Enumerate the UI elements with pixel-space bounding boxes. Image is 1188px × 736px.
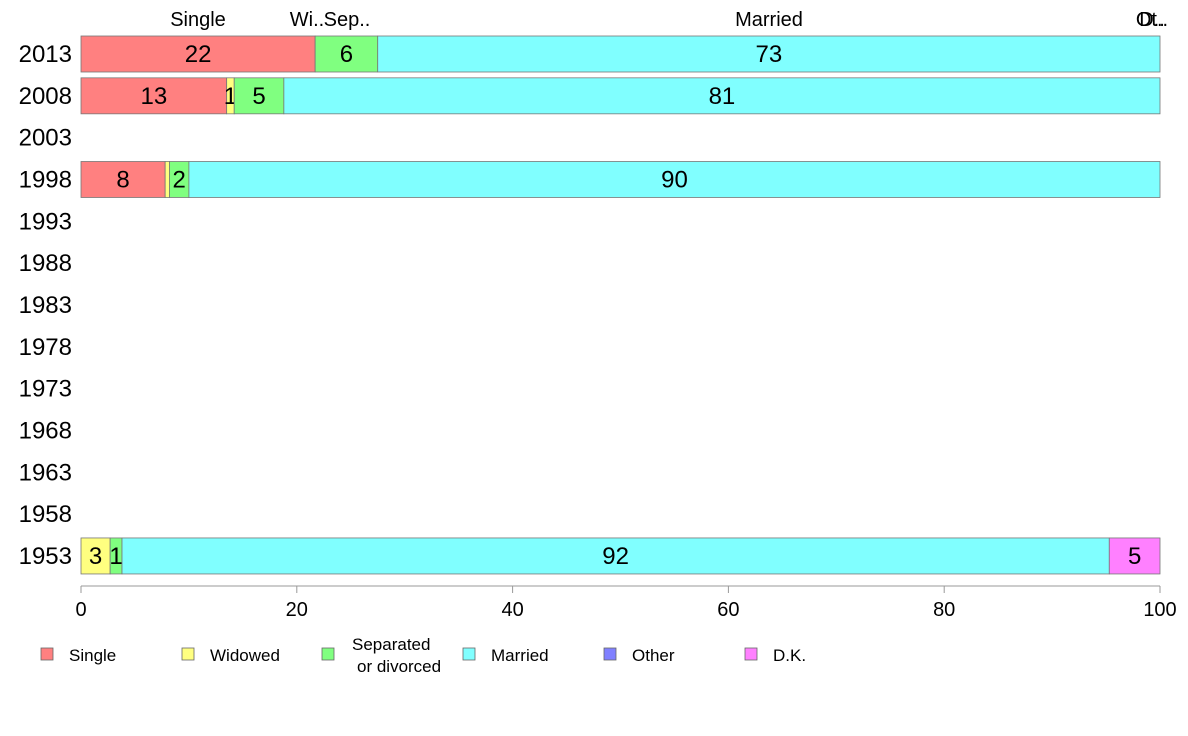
y-tick-label: 1988 xyxy=(19,250,72,277)
x-tick-label: 100 xyxy=(1143,599,1176,621)
x-tick-label: 40 xyxy=(501,599,523,621)
top-label: Single xyxy=(170,9,226,31)
data-label: 1 xyxy=(224,83,237,110)
top-label: Married xyxy=(735,9,803,31)
data-label: 5 xyxy=(1128,543,1141,570)
legend-label: Widowed xyxy=(210,646,280,665)
data-label: 73 xyxy=(756,41,783,68)
top-category-labels: Single Wi.. Sep.. Married Ot..D.. xyxy=(170,9,1168,31)
y-tick-label: 1993 xyxy=(19,208,72,235)
y-tick-label: 1963 xyxy=(19,459,72,486)
bar-segment xyxy=(377,35,1161,73)
legend-swatch xyxy=(181,647,195,661)
y-tick-label: 2008 xyxy=(19,83,72,110)
bar-segment xyxy=(80,537,111,575)
data-label: 22 xyxy=(185,41,212,68)
top-label: Sep.. xyxy=(324,9,371,31)
data-label: 92 xyxy=(602,543,629,570)
bar-segment xyxy=(121,537,1110,575)
x-tick-label: 80 xyxy=(933,599,955,621)
y-tick-label: 1998 xyxy=(19,166,72,193)
data-label: 81 xyxy=(709,83,736,110)
legend-swatch xyxy=(603,647,617,661)
y-tick-label: 1978 xyxy=(19,334,72,361)
top-label: D.. xyxy=(1139,9,1165,31)
x-tick-label: 60 xyxy=(717,599,739,621)
legend-label: or divorced xyxy=(357,657,441,676)
y-tick-label: 1958 xyxy=(19,501,72,528)
bar-segment xyxy=(314,35,379,73)
y-tick-label: 2003 xyxy=(19,125,72,152)
bar-segment xyxy=(80,161,166,198)
bar-segment xyxy=(233,77,285,115)
data-label: 1 xyxy=(109,543,122,570)
legend-label: Other xyxy=(632,646,675,665)
data-label: 5 xyxy=(252,83,265,110)
data-label: 8 xyxy=(116,166,129,193)
data-label: 2 xyxy=(173,166,186,193)
x-tick-label: 0 xyxy=(75,599,86,621)
bar-segment xyxy=(188,161,1161,198)
y-tick-label: 1953 xyxy=(19,543,72,570)
top-label: Wi.. xyxy=(290,9,324,31)
y-axis-tick-labels: 2013 2008 2003 1998 1993 1988 1983 1978 1973 1968… xyxy=(19,41,72,570)
legend-label: Married xyxy=(491,646,549,665)
bar-segment xyxy=(164,161,170,198)
legend-swatch xyxy=(321,647,335,661)
y-tick-label: 1983 xyxy=(19,292,72,319)
legend-swatch xyxy=(40,647,54,661)
legend-label: Separated xyxy=(352,635,430,654)
y-tick-label: 1968 xyxy=(19,417,72,444)
data-label: 6 xyxy=(340,41,353,68)
data-label: 90 xyxy=(661,166,688,193)
x-axis: 0 20 40 60 80 100 xyxy=(75,585,1177,621)
legend: Single Widowed Separated or divorced Married… xyxy=(40,635,806,676)
legend-label: D.K. xyxy=(773,646,806,665)
y-tick-label: 1973 xyxy=(19,376,72,403)
y-tick-label: 2013 xyxy=(19,41,72,68)
bar-segment xyxy=(283,77,1161,115)
bar-segment xyxy=(1108,537,1161,575)
legend-label: Single xyxy=(69,646,116,665)
top-label: Ot.. xyxy=(1136,9,1168,31)
legend-swatch xyxy=(462,647,476,661)
x-tick-label: 20 xyxy=(286,599,308,621)
data-label: 3 xyxy=(89,543,102,570)
legend-swatch xyxy=(744,647,758,661)
data-label: 13 xyxy=(140,83,167,110)
